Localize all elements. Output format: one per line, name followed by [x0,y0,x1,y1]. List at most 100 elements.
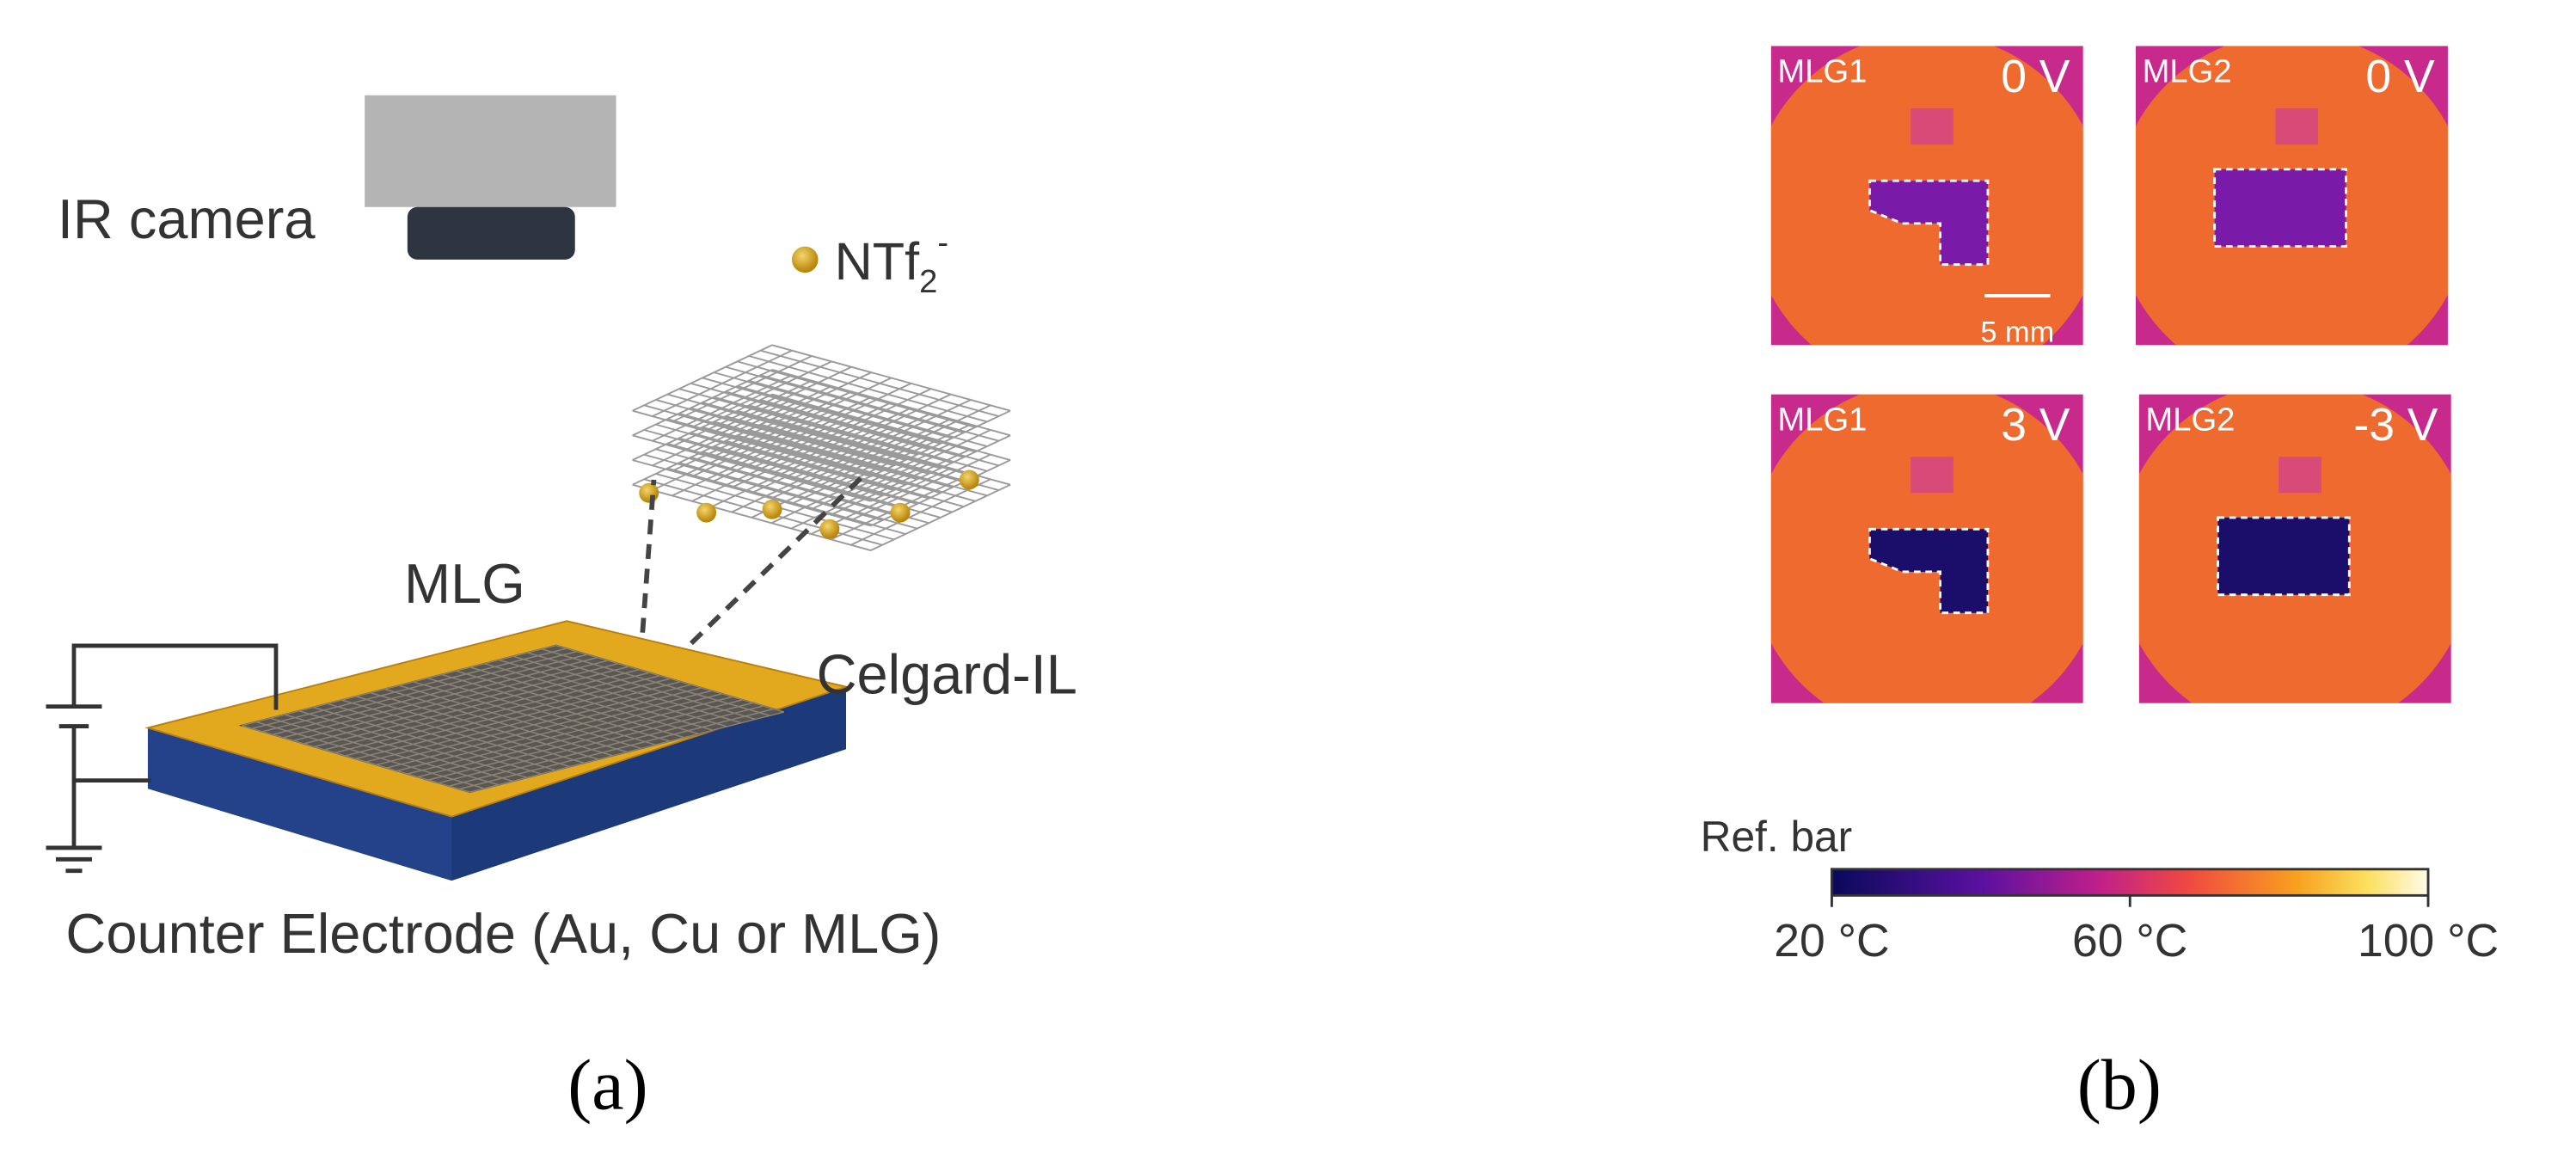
mlg-line [417,696,733,778]
colorbar-label: 60 °C [2072,916,2187,967]
mlg-line [426,677,656,746]
mlg-label: MLG [404,552,525,615]
image-bg [2086,13,2136,388]
electrode-label: Counter Electrode (Au, Cu or MLG) [65,902,941,965]
mlg-line [355,678,671,760]
zoom-line [638,479,657,658]
ref-square [1911,457,1953,494]
lattice-line [760,374,999,442]
mlg-line [386,687,702,769]
mlg-line [439,702,753,784]
mlg-layer [238,644,788,794]
ion [639,482,659,503]
scale-label: 5 mm [1980,316,2054,348]
mlg-line [427,699,743,781]
thermal-image: MLG2 0 V [2086,0,2498,405]
thermal-image: MLG1 3 V [1721,345,2133,753]
cold-region [1868,179,1990,267]
panel-a: IR camera NTf2- MLG Celgard-IL Counter E… [46,95,1077,1126]
lattice-line [870,434,1011,502]
ion [959,470,979,490]
image-bg [1721,0,2133,46]
caption: (b) [2077,1046,2162,1126]
mlg-line [512,655,742,724]
caption: (a) [567,1046,647,1126]
lattice-line [831,399,972,467]
mlg-line [555,644,785,713]
ion-base: NTf [835,232,920,291]
image-bg [2450,361,2501,737]
colorbar [1831,868,2430,897]
colorbar-title: Ref. bar [1701,813,1853,861]
ion-label: NTf2- [835,224,948,300]
mlg-line [413,681,641,750]
mlg-line [407,693,722,775]
mlg-line [376,684,691,766]
ion-icon [791,246,819,273]
image-bg [1721,361,1771,737]
mlg-line [469,711,784,793]
lattice-line [850,453,991,521]
camera-body [365,95,616,207]
ion-sub: 2 [919,263,937,300]
ion [819,519,840,539]
lattice-line [748,355,988,423]
lattice-line [771,344,1011,412]
ref-square [2275,108,2319,145]
ref-square [1911,108,1953,145]
sample-label: MLG2 [2143,53,2232,90]
mlg-line [469,666,699,735]
mlg-line [484,663,713,731]
image-bg [2086,0,2498,46]
mlg-line [365,681,681,763]
sample-label: MLG1 [1777,402,1867,439]
camera-label: IR camera [58,187,316,250]
lattice [632,344,1011,552]
voltage-label: 3 V [2001,400,2070,451]
lattice-line [760,349,999,417]
lattice-line [771,393,1011,461]
image-bg [1721,13,1771,388]
counter-electrode-side [147,727,452,881]
mlg-line [459,708,774,790]
camera-lens [407,206,575,260]
cold-region [1868,527,1990,615]
ion [696,502,717,523]
mlg-line [449,705,764,787]
image-bg [2447,13,2498,388]
cold-region [2213,168,2347,249]
lattice-line [850,478,991,546]
lattice-line [850,429,991,497]
ion-sup: - [937,224,948,261]
ref-square [2279,457,2321,494]
zoom-line [672,475,865,663]
mlg-line [396,690,712,772]
lattice-line [870,409,1011,477]
ion [890,502,911,523]
ion [762,499,782,519]
image-bg [2089,703,2501,753]
voltage-label: -3 V [2353,400,2438,451]
mlg-line [527,652,756,721]
mlg-line [456,670,684,739]
thermal-image: MLG2 -3 V [2089,345,2501,753]
image-bg [2089,345,2501,395]
thermal-image: MLG1 0 V 5 mm [1721,0,2133,405]
lattice-line [831,448,972,516]
cold-region [2217,516,2351,597]
lattice-line [831,423,972,491]
lattice-line [760,399,999,467]
image-bg [1721,345,2133,395]
mlg-line [541,648,770,716]
colorbar-label: 100 °C [2358,916,2499,967]
image-bg [1721,703,2133,753]
mlg-line [499,659,727,727]
mlg-line [441,673,671,742]
circuit [46,643,279,874]
sample-label: MLG2 [2145,402,2235,439]
separator-label: Celgard-IL [817,642,1077,705]
lattice-line [771,369,1011,437]
lattice-line [870,483,1011,551]
